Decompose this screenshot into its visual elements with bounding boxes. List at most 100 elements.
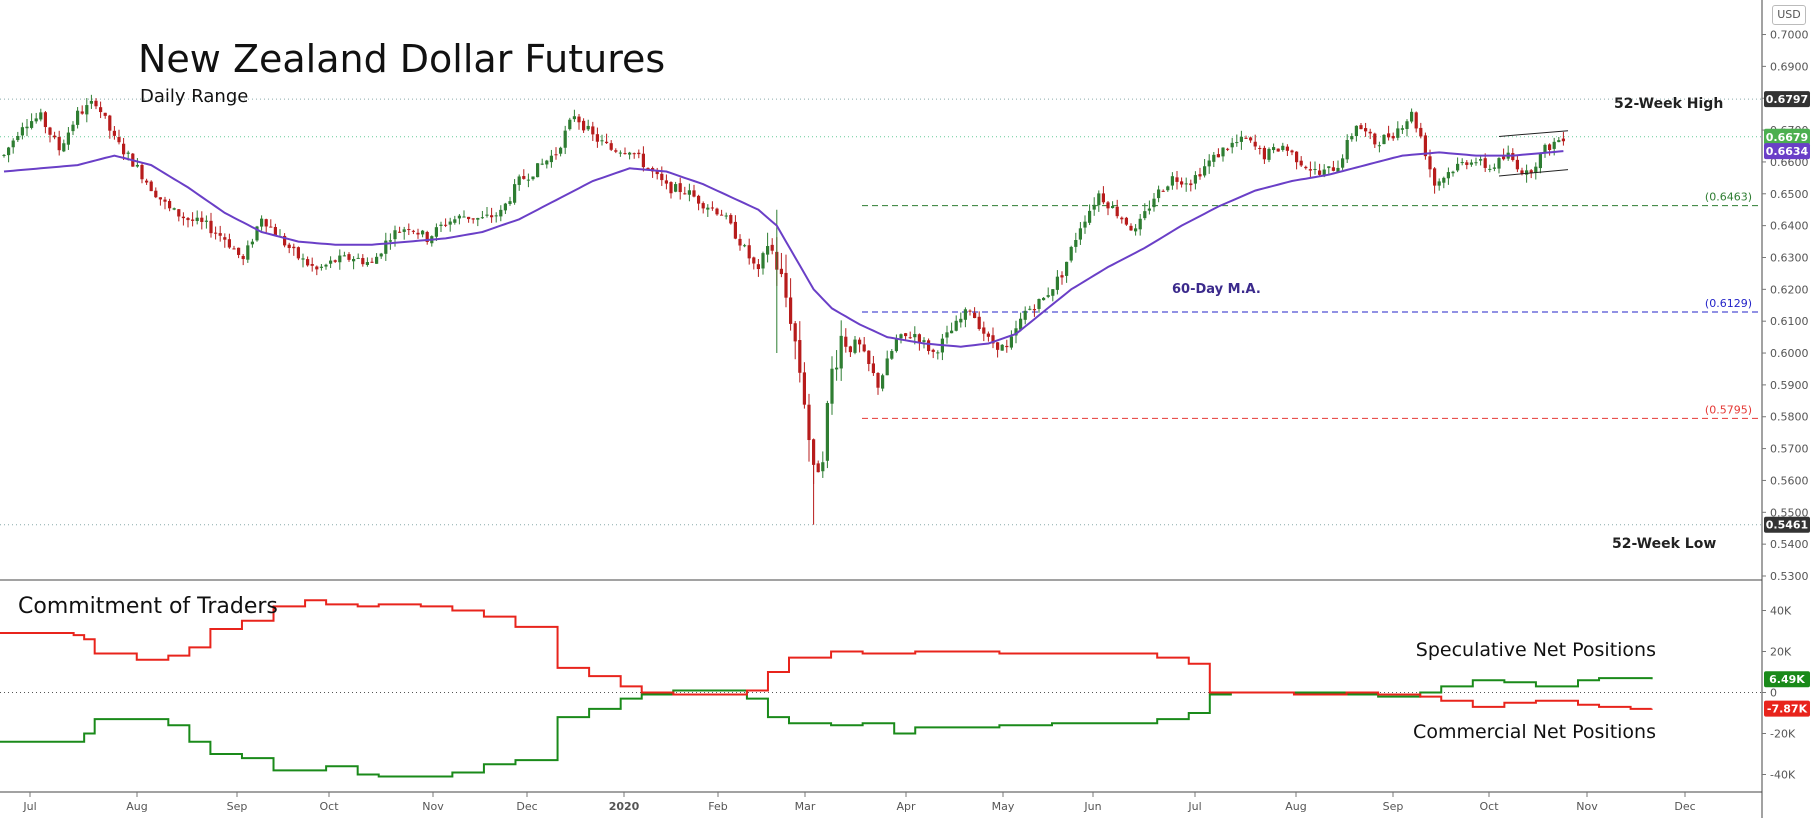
price-tick-label: 0.6900 <box>1770 60 1809 73</box>
candle <box>1410 108 1414 124</box>
candle-body <box>1129 225 1133 231</box>
candle <box>770 238 774 255</box>
candle-body <box>687 190 691 195</box>
time-tick-label: Nov <box>1576 800 1598 813</box>
candle-body <box>1138 218 1142 230</box>
candle-body <box>1497 158 1501 169</box>
candle <box>1014 320 1018 344</box>
cot-end-tag: -7.87K <box>1767 703 1808 716</box>
time-tick-label: Nov <box>422 800 444 813</box>
candle-body <box>706 207 710 210</box>
candle <box>430 235 434 247</box>
candle-body <box>871 363 875 374</box>
candle-body <box>821 462 825 472</box>
level-label: (0.6463) <box>1705 191 1752 204</box>
candle <box>738 234 742 251</box>
candle <box>931 348 935 359</box>
candle <box>1092 197 1096 216</box>
candle-body <box>407 229 411 231</box>
candle-body <box>209 220 213 234</box>
candle-body <box>982 327 986 334</box>
candle <box>1207 154 1211 174</box>
candle-body <box>186 218 190 221</box>
candle-body <box>200 217 204 222</box>
candle <box>301 253 305 268</box>
candle <box>1042 297 1046 301</box>
candle <box>779 252 783 278</box>
chart-subtitle: Daily Range <box>140 86 248 107</box>
candle-body <box>324 264 328 267</box>
candle <box>1502 148 1506 161</box>
candle <box>885 350 889 376</box>
candle <box>1189 179 1193 192</box>
candle <box>411 229 415 235</box>
candle-body <box>214 232 218 234</box>
candle-body <box>867 350 871 365</box>
candle <box>1414 111 1418 133</box>
candle-body <box>1538 153 1542 169</box>
candle-body <box>310 264 314 266</box>
candle <box>692 184 696 198</box>
candle <box>572 109 576 122</box>
candle-body <box>1083 221 1087 228</box>
candle-body <box>232 248 236 250</box>
candle-body <box>577 116 581 123</box>
candle <box>807 393 811 462</box>
candle-body <box>720 214 724 216</box>
candle-body <box>894 338 898 352</box>
candle <box>605 133 609 145</box>
candle <box>1350 133 1354 142</box>
candle <box>89 94 93 109</box>
candle-body <box>398 231 402 233</box>
currency-badge[interactable]: USD <box>1772 5 1806 25</box>
high-label: 52-Week High <box>1614 96 1723 112</box>
candle-body <box>301 258 305 260</box>
candle-body <box>729 215 733 224</box>
candle-body <box>1065 261 1069 276</box>
candle-body <box>1207 160 1211 167</box>
candle-body <box>1028 308 1032 310</box>
candle-body <box>743 245 747 247</box>
candle <box>1253 134 1257 150</box>
candle <box>453 215 457 225</box>
candle <box>154 187 158 199</box>
candle-body <box>1318 170 1322 175</box>
candle-body <box>2 154 6 156</box>
candle-body <box>1032 309 1036 311</box>
candle <box>1465 160 1469 170</box>
candle <box>191 212 195 227</box>
low-value-tag-bg <box>1764 516 1810 533</box>
candle-body <box>1060 275 1064 278</box>
candle-body <box>959 318 963 323</box>
candle <box>563 125 567 155</box>
candle-body <box>1120 217 1124 220</box>
candle <box>1249 136 1253 143</box>
candle <box>733 215 737 240</box>
candle-body <box>1189 183 1193 186</box>
candle <box>752 256 756 270</box>
candle-body <box>517 176 521 185</box>
candle-body <box>296 247 300 259</box>
candle <box>117 129 121 145</box>
candle <box>1138 213 1142 236</box>
candle-body <box>917 334 921 344</box>
candle-body <box>664 180 668 184</box>
candle <box>1295 151 1299 170</box>
candle-body <box>1276 148 1280 152</box>
candle <box>200 211 204 230</box>
candle-body <box>1253 141 1257 147</box>
time-tick-label: Jul <box>22 800 36 813</box>
candle <box>936 350 940 360</box>
candle <box>835 350 839 381</box>
candle-body <box>1460 162 1464 164</box>
candle <box>802 362 806 409</box>
candle <box>1538 152 1542 174</box>
candle <box>1258 145 1262 155</box>
candle <box>1203 159 1207 178</box>
candle <box>582 118 586 133</box>
candle-body <box>453 219 457 223</box>
candle-body <box>1143 211 1147 219</box>
candle-body <box>595 134 599 142</box>
candle-body <box>1157 189 1161 199</box>
